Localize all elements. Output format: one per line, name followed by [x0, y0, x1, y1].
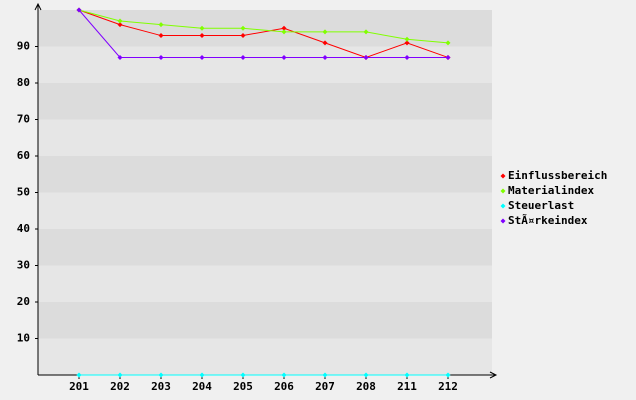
- legend-label: Materialindex: [508, 184, 594, 197]
- y-tick-label: 20: [17, 295, 30, 308]
- legend-marker: [500, 218, 506, 224]
- legend-label: Steuerlast: [508, 199, 574, 212]
- point: [322, 29, 328, 35]
- point: [240, 33, 246, 39]
- grid-band: [38, 46, 492, 83]
- series-line: [78, 9, 449, 44]
- point: [363, 54, 369, 60]
- x-tick-label: 204: [192, 380, 212, 393]
- x-tick-label: 208: [356, 380, 376, 393]
- point: [117, 18, 123, 24]
- point: [76, 372, 82, 378]
- legend-marker: [500, 203, 506, 209]
- y-tick-label: 70: [17, 113, 30, 126]
- point: [199, 54, 205, 60]
- point: [158, 54, 164, 60]
- x-tick-label: 205: [233, 380, 253, 393]
- point: [158, 22, 164, 28]
- x-tick-label: 212: [438, 380, 458, 393]
- grid-band: [38, 119, 492, 156]
- point: [158, 33, 164, 39]
- point: [445, 54, 451, 60]
- point: [76, 7, 82, 13]
- x-tick-label: 211: [397, 380, 417, 393]
- point: [322, 54, 328, 60]
- x-axis-arrow: [489, 371, 498, 379]
- point: [363, 372, 369, 378]
- y-tick-label: 30: [17, 259, 30, 272]
- y-tick-label: 10: [17, 332, 30, 345]
- point: [281, 54, 287, 60]
- point: [281, 29, 287, 35]
- grid-band: [38, 302, 492, 339]
- y-tick-label: 80: [17, 76, 30, 89]
- series-line: [78, 9, 449, 58]
- point: [281, 372, 287, 378]
- point: [404, 54, 410, 60]
- grid-band: [38, 156, 492, 193]
- legend-marker: [500, 173, 506, 179]
- point: [199, 33, 205, 39]
- grid-band: [38, 229, 492, 266]
- y-axis-arrow: [34, 2, 42, 11]
- x-tick-label: 203: [151, 380, 171, 393]
- grid-band: [38, 265, 492, 302]
- point: [404, 40, 410, 46]
- legend-label: StÃ¤rkeindex: [508, 214, 588, 227]
- point: [117, 22, 123, 28]
- point: [445, 40, 451, 46]
- x-tick-label: 202: [110, 380, 130, 393]
- point: [404, 36, 410, 42]
- point: [240, 372, 246, 378]
- y-tick-label: 60: [17, 149, 30, 162]
- point: [281, 25, 287, 31]
- point: [199, 372, 205, 378]
- point: [404, 372, 410, 378]
- grid-band: [38, 83, 492, 120]
- point: [322, 372, 328, 378]
- point: [322, 40, 328, 46]
- y-tick-label: 40: [17, 222, 30, 235]
- series-line: [78, 9, 448, 58]
- x-tick-label: 207: [315, 380, 335, 393]
- legend-marker: [500, 188, 506, 194]
- point: [158, 372, 164, 378]
- point: [199, 25, 205, 31]
- y-tick-label: 50: [17, 186, 30, 199]
- x-tick-label: 206: [274, 380, 294, 393]
- x-tick-label: 201: [69, 380, 89, 393]
- point: [240, 54, 246, 60]
- point: [240, 25, 246, 31]
- point: [117, 54, 123, 60]
- point: [363, 29, 369, 35]
- point: [445, 372, 451, 378]
- legend-label: Einflussbereich: [508, 169, 607, 182]
- point: [117, 372, 123, 378]
- grid-band: [38, 338, 492, 375]
- grid-band: [38, 192, 492, 229]
- y-tick-label: 90: [17, 40, 30, 53]
